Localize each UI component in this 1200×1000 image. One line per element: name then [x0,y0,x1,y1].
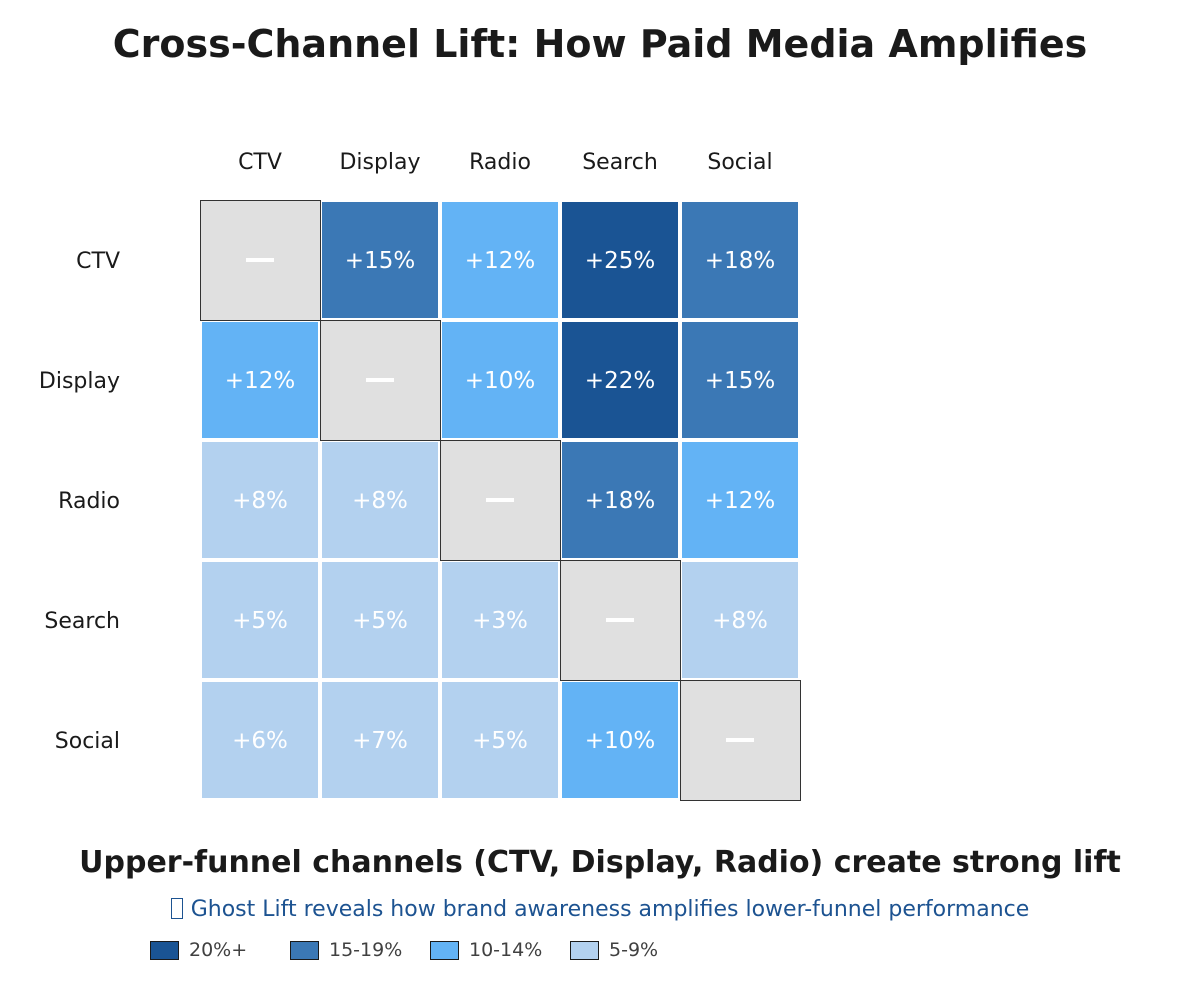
legend-item: 10-14% [430,939,570,961]
dash-mark [606,618,634,622]
dash-mark [486,498,514,502]
legend-swatch [150,940,179,960]
heatmap-cell [682,202,798,318]
heatmap-cell [682,442,798,558]
heatmap-cell [202,442,318,558]
row-label: Display [39,369,120,394]
heatmap-cell [202,322,318,438]
chart-subtitle: Upper-funnel channels (CTV, Display, Rad… [79,845,1121,880]
cell-value-label: +8% [352,488,408,514]
heatmap-cell [442,202,558,318]
cell-value-label: +8% [712,608,768,634]
heatmap-cell [202,682,318,798]
cell-value-label: +15% [345,248,415,274]
heatmap-cell [562,202,678,318]
cell-value-label: +12% [465,248,535,274]
heatmap-cell [322,682,438,798]
column-label: Social [707,150,772,175]
dash-mark [726,738,754,742]
row-label: Social [55,729,120,754]
heatmap-cell [682,562,798,678]
cell-value-label: +18% [585,488,655,514]
heatmap-cell [322,562,438,678]
heatmap-cell [202,562,318,678]
column-label: Radio [469,150,531,175]
heatmap-cell [682,322,798,438]
legend-item: 5-9% [570,939,670,961]
cell-value-label: +10% [585,728,655,754]
row-label: Radio [58,489,120,514]
dash-mark [366,378,394,382]
legend-item: 20%+ [150,939,290,961]
legend-swatch [570,940,599,960]
cell-value-label: +5% [232,608,288,634]
heatmap-cell [562,682,678,798]
legend-label: 5-9% [609,939,659,961]
column-label: Display [339,150,420,175]
insight-note: Ghost Lift reveals how brand awareness a… [0,897,1200,922]
cell-value-label: +25% [585,248,655,274]
missing-glyph-icon [170,898,183,919]
cell-value-label: +7% [352,728,408,754]
legend-label: 15-19% [329,939,403,961]
legend-swatch [430,940,459,960]
legend: 20%+ 15-19% 10-14% 5-9% [150,939,670,961]
insight-note-text: Ghost Lift reveals how brand awareness a… [190,897,1030,922]
cell-value-label: +12% [225,368,295,394]
cell-value-label: +12% [705,488,775,514]
row-label: Search [44,609,120,634]
cell-value-label: +5% [472,728,528,754]
cell-value-label: +5% [352,608,408,634]
dash-mark [246,258,274,262]
cell-value-label: +18% [705,248,775,274]
heatmap-cell [442,682,558,798]
heatmap-cell [442,322,558,438]
heatmap-cell [322,202,438,318]
legend-label: 10-14% [469,939,543,961]
legend-label: 20%+ [189,939,248,961]
row-label: CTV [76,249,120,274]
legend-item: 15-19% [290,939,430,961]
heatmap-cell [322,442,438,558]
cell-value-label: +6% [232,728,288,754]
cell-value-label: +15% [705,368,775,394]
cell-value-label: +3% [472,608,528,634]
heatmap-cell [562,322,678,438]
cell-value-label: +10% [465,368,535,394]
column-label: Search [582,150,658,175]
cell-value-label: +8% [232,488,288,514]
cell-value-label: +22% [585,368,655,394]
column-label: CTV [238,150,282,175]
legend-swatch [290,940,319,960]
heatmap-cell [442,562,558,678]
heatmap-cell [562,442,678,558]
chart-title: Cross-Channel Lift: How Paid Media Ampli… [112,22,1088,66]
